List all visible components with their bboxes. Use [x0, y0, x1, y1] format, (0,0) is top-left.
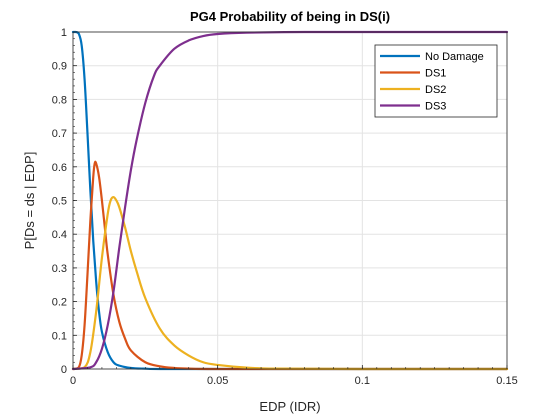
- y-tick-label: 0.7: [52, 128, 67, 140]
- x-tick-label: 0.15: [496, 375, 517, 387]
- legend: No Damage DS1 DS2 DS3: [375, 45, 497, 117]
- x-axis-label: EDP (IDR): [259, 399, 320, 414]
- legend-label: DS2: [425, 84, 446, 96]
- chart-title: PG4 Probability of being in DS(i): [190, 9, 390, 24]
- y-tick-label: 0.1: [52, 330, 67, 342]
- legend-label: DS1: [425, 68, 446, 80]
- y-tick-label: 0.3: [52, 263, 67, 275]
- y-tick-label: 0.8: [52, 94, 67, 106]
- legend-label: DS3: [425, 101, 446, 113]
- y-tick-label: 0.5: [52, 196, 67, 208]
- legend-label: No Damage: [425, 51, 484, 63]
- y-tick-label: 0: [61, 364, 67, 376]
- y-axis-label: P[Ds = ds | EDP]: [22, 152, 37, 250]
- x-tick-label: 0.05: [207, 375, 228, 387]
- y-tick-label: 0.2: [52, 297, 67, 309]
- x-tick-label: 0: [70, 375, 76, 387]
- y-tick-label: 0.9: [52, 61, 67, 73]
- x-tick-label: 0.1: [355, 375, 370, 387]
- y-tick-label: 0.4: [52, 229, 67, 241]
- y-tick-label: 0.6: [52, 162, 67, 174]
- y-tick-label: 1: [61, 27, 67, 39]
